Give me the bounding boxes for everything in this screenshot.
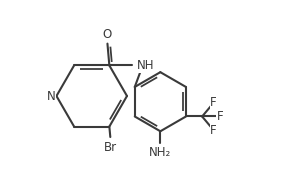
Text: Br: Br xyxy=(104,141,117,154)
Text: NH: NH xyxy=(137,59,154,72)
Text: F: F xyxy=(210,124,217,137)
Text: F: F xyxy=(210,96,217,109)
Text: O: O xyxy=(103,28,112,41)
Text: NH₂: NH₂ xyxy=(149,146,171,159)
Text: N: N xyxy=(47,89,56,103)
Text: F: F xyxy=(217,110,223,123)
